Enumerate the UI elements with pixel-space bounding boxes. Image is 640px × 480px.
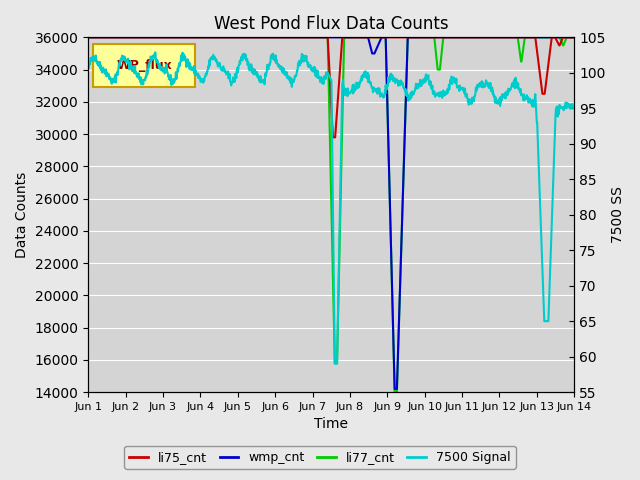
Line: li77_cnt: li77_cnt [88, 37, 574, 392]
li77_cnt [301, 35, 309, 40]
li77_cnt [385, 168, 393, 173]
Line: li75_cnt: li75_cnt [88, 37, 574, 137]
wmp_cnt [391, 386, 399, 392]
li75_cnt [88, 35, 96, 40]
7500 Signal [520, 97, 527, 103]
Text: WP_flux: WP_flux [116, 59, 172, 72]
li77_cnt [391, 389, 399, 395]
7500 Signal [88, 56, 96, 62]
7500 Signal [302, 58, 310, 63]
wmp_cnt [95, 35, 102, 40]
wmp_cnt [301, 35, 309, 40]
wmp_cnt [84, 35, 92, 40]
X-axis label: Time: Time [314, 418, 348, 432]
li75_cnt [361, 35, 369, 40]
Line: wmp_cnt: wmp_cnt [88, 37, 574, 389]
li75_cnt [84, 35, 92, 40]
wmp_cnt [88, 35, 96, 40]
li75_cnt [385, 35, 393, 40]
Y-axis label: 7500 SS: 7500 SS [611, 186, 625, 243]
7500 Signal [95, 60, 102, 65]
li77_cnt [88, 35, 96, 40]
li77_cnt [84, 35, 92, 40]
Legend: li75_cnt, wmp_cnt, li77_cnt, 7500 Signal: li75_cnt, wmp_cnt, li77_cnt, 7500 Signal [124, 446, 516, 469]
7500 Signal [570, 105, 578, 111]
li77_cnt [361, 35, 369, 40]
li75_cnt [301, 35, 309, 40]
7500 Signal [84, 65, 92, 71]
7500 Signal [331, 361, 339, 367]
li77_cnt [570, 35, 578, 40]
wmp_cnt [570, 35, 578, 40]
li77_cnt [519, 48, 527, 54]
Line: 7500 Signal: 7500 Signal [88, 52, 574, 364]
li75_cnt [329, 134, 337, 140]
7500 Signal [386, 76, 394, 82]
Title: West Pond Flux Data Counts: West Pond Flux Data Counts [214, 15, 449, 33]
li77_cnt [95, 35, 102, 40]
wmp_cnt [519, 35, 527, 40]
wmp_cnt [361, 35, 369, 40]
FancyBboxPatch shape [93, 45, 195, 87]
wmp_cnt [385, 166, 393, 172]
Y-axis label: Data Counts: Data Counts [15, 172, 29, 258]
li75_cnt [570, 35, 578, 40]
li75_cnt [95, 35, 102, 40]
7500 Signal [152, 49, 159, 55]
7500 Signal [362, 68, 369, 74]
li75_cnt [519, 35, 527, 40]
